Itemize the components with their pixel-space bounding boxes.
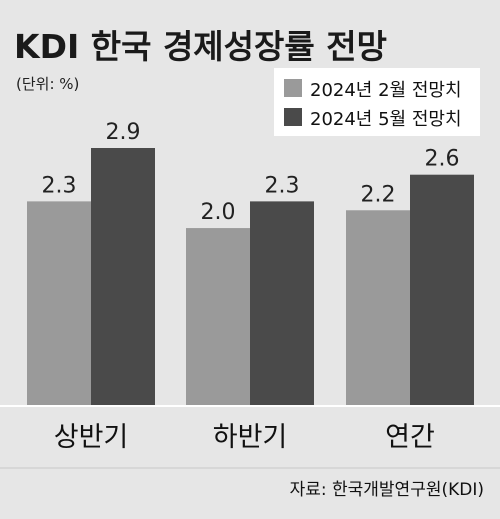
bar-may-0 — [91, 148, 155, 406]
legend-swatch-may — [284, 108, 302, 126]
value-label-may-0: 2.9 — [106, 120, 141, 145]
bars-group — [27, 148, 474, 406]
value-label-may-1: 2.3 — [265, 173, 300, 198]
legend-box — [274, 68, 480, 136]
source-note: 자료: 한국개발연구원(KDI) — [290, 480, 484, 500]
legend-label-feb: 2024년 2월 전망치 — [310, 80, 462, 101]
value-label-feb-2: 2.2 — [361, 182, 396, 207]
unit-label: (단위: %) — [16, 75, 79, 93]
category-label-1: 하반기 — [213, 422, 288, 453]
value-labels-group: 2.3 2.0 2.2 2.9 2.3 2.6 — [42, 120, 460, 225]
value-label-may-2: 2.6 — [425, 147, 460, 172]
chart-title: KDI 한국 경제성장률 전망 — [14, 27, 387, 66]
legend-label-may: 2024년 5월 전망치 — [310, 109, 462, 130]
category-label-0: 상반기 — [54, 422, 129, 453]
bar-may-1 — [250, 201, 314, 406]
bar-feb-0 — [27, 201, 91, 406]
bar-feb-2 — [346, 210, 410, 406]
value-label-feb-1: 2.0 — [201, 200, 236, 225]
legend: 2024년 2월 전망치 2024년 5월 전망치 — [274, 68, 480, 136]
category-label-2: 연간 — [385, 422, 435, 453]
bar-may-2 — [410, 174, 474, 406]
legend-swatch-feb — [284, 79, 302, 97]
value-label-feb-0: 2.3 — [42, 173, 77, 198]
bar-feb-1 — [186, 228, 250, 406]
